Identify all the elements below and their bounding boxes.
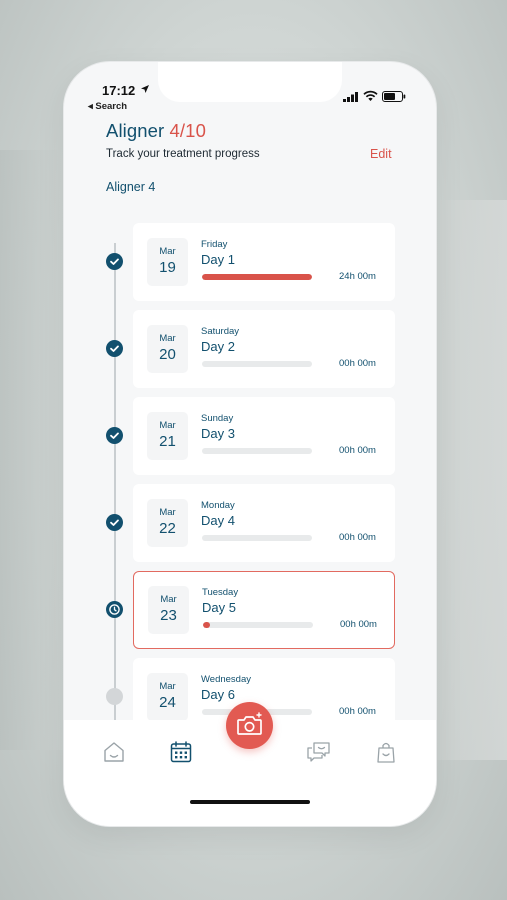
date-number: 20 xyxy=(159,346,176,363)
home-icon[interactable] xyxy=(102,740,126,764)
day-card[interactable]: Mar 20 Saturday Day 2 00h 00m xyxy=(133,310,395,388)
date-month: Mar xyxy=(159,507,176,518)
check-icon xyxy=(110,258,119,265)
date-number: 19 xyxy=(159,259,176,276)
status-time: 17:12 xyxy=(102,83,136,98)
wear-duration: 00h 00m xyxy=(339,445,376,456)
date-badge: Mar 23 xyxy=(148,586,189,634)
signal-icon xyxy=(343,92,358,102)
camera-icon xyxy=(237,712,262,735)
date-month: Mar xyxy=(159,333,176,344)
wear-progress-bar xyxy=(202,448,312,454)
date-number: 24 xyxy=(159,694,176,711)
day-card-current[interactable]: Mar 23 Tuesday Day 5 00h 00m xyxy=(133,571,395,649)
title-text: Aligner xyxy=(106,120,165,141)
clock-icon xyxy=(109,604,120,615)
date-month: Mar xyxy=(159,420,176,431)
page-title: Aligner 4/10 xyxy=(106,120,206,142)
camera-button[interactable] xyxy=(226,702,273,749)
calendar-icon[interactable] xyxy=(169,740,193,764)
date-month: Mar xyxy=(160,594,177,605)
wear-duration: 00h 00m xyxy=(339,706,376,717)
aligner-section-label: Aligner 4 xyxy=(106,180,156,194)
date-number: 23 xyxy=(160,607,177,624)
day-card[interactable]: Mar 21 Sunday Day 3 00h 00m xyxy=(133,397,395,475)
wear-progress-fill xyxy=(203,622,210,628)
day-weekday: Sunday xyxy=(201,413,234,424)
day-weekday: Wednesday xyxy=(201,674,251,685)
date-number: 21 xyxy=(159,433,176,450)
day-card[interactable]: Mar 22 Monday Day 4 00h 00m xyxy=(133,484,395,562)
aligner-progress-count: 4/10 xyxy=(169,120,206,141)
background-blur-left xyxy=(0,150,70,750)
wear-progress-bar xyxy=(202,361,312,367)
check-icon xyxy=(110,432,119,439)
day-status-dot-current xyxy=(106,601,123,618)
check-icon xyxy=(110,519,119,526)
day-status-dot xyxy=(106,340,123,357)
date-badge: Mar 21 xyxy=(147,412,188,460)
location-arrow-icon xyxy=(141,85,149,93)
check-icon xyxy=(110,345,119,352)
wear-progress-bar xyxy=(203,622,313,628)
day-label: Day 6 xyxy=(201,687,235,702)
date-badge: Mar 24 xyxy=(147,673,188,721)
shopping-bag-icon[interactable] xyxy=(374,740,398,764)
aligner-progress-screen: Aligner 4/10 Track your treatment progre… xyxy=(64,110,436,736)
date-month: Mar xyxy=(159,246,176,257)
day-weekday: Saturday xyxy=(201,326,240,337)
status-bar: 17:12 ◂ Search xyxy=(64,62,436,112)
timeline-line xyxy=(114,243,116,723)
chat-icon[interactable] xyxy=(306,740,332,764)
home-indicator xyxy=(190,800,310,804)
wifi-icon xyxy=(363,90,378,101)
wear-progress-bar xyxy=(202,535,312,541)
wear-progress-fill xyxy=(202,274,312,280)
wear-duration: 00h 00m xyxy=(339,532,376,543)
phone-frame: 17:12 ◂ Search Aligner 4/10 Track your t… xyxy=(64,62,436,826)
date-month: Mar xyxy=(159,681,176,692)
day-label: Day 2 xyxy=(201,339,235,354)
wear-progress-bar xyxy=(202,274,312,280)
day-status-dot-future xyxy=(106,688,123,705)
back-to-search-link[interactable]: ◂ Search xyxy=(88,101,128,112)
notch xyxy=(158,62,342,102)
day-weekday: Friday xyxy=(201,239,228,250)
day-label: Day 4 xyxy=(201,513,235,528)
day-label: Day 5 xyxy=(202,600,236,615)
date-badge: Mar 19 xyxy=(147,238,188,286)
wear-duration: 00h 00m xyxy=(340,619,377,630)
date-badge: Mar 20 xyxy=(147,325,188,373)
day-status-dot xyxy=(106,514,123,531)
day-card[interactable]: Mar 19 Friday Day 1 24h 00m xyxy=(133,223,395,301)
wear-duration: 24h 00m xyxy=(339,271,376,282)
day-status-dot xyxy=(106,427,123,444)
battery-icon xyxy=(382,91,406,102)
day-weekday: Tuesday xyxy=(202,587,239,598)
date-badge: Mar 22 xyxy=(147,499,188,547)
wear-duration: 00h 00m xyxy=(339,358,376,369)
day-status-dot xyxy=(106,253,123,270)
page-subtitle: Track your treatment progress xyxy=(106,148,260,160)
day-label: Day 1 xyxy=(201,252,235,267)
background-blur-right xyxy=(437,200,507,760)
date-number: 22 xyxy=(159,520,176,537)
edit-button[interactable]: Edit xyxy=(370,147,392,161)
day-weekday: Monday xyxy=(201,500,235,511)
day-label: Day 3 xyxy=(201,426,235,441)
